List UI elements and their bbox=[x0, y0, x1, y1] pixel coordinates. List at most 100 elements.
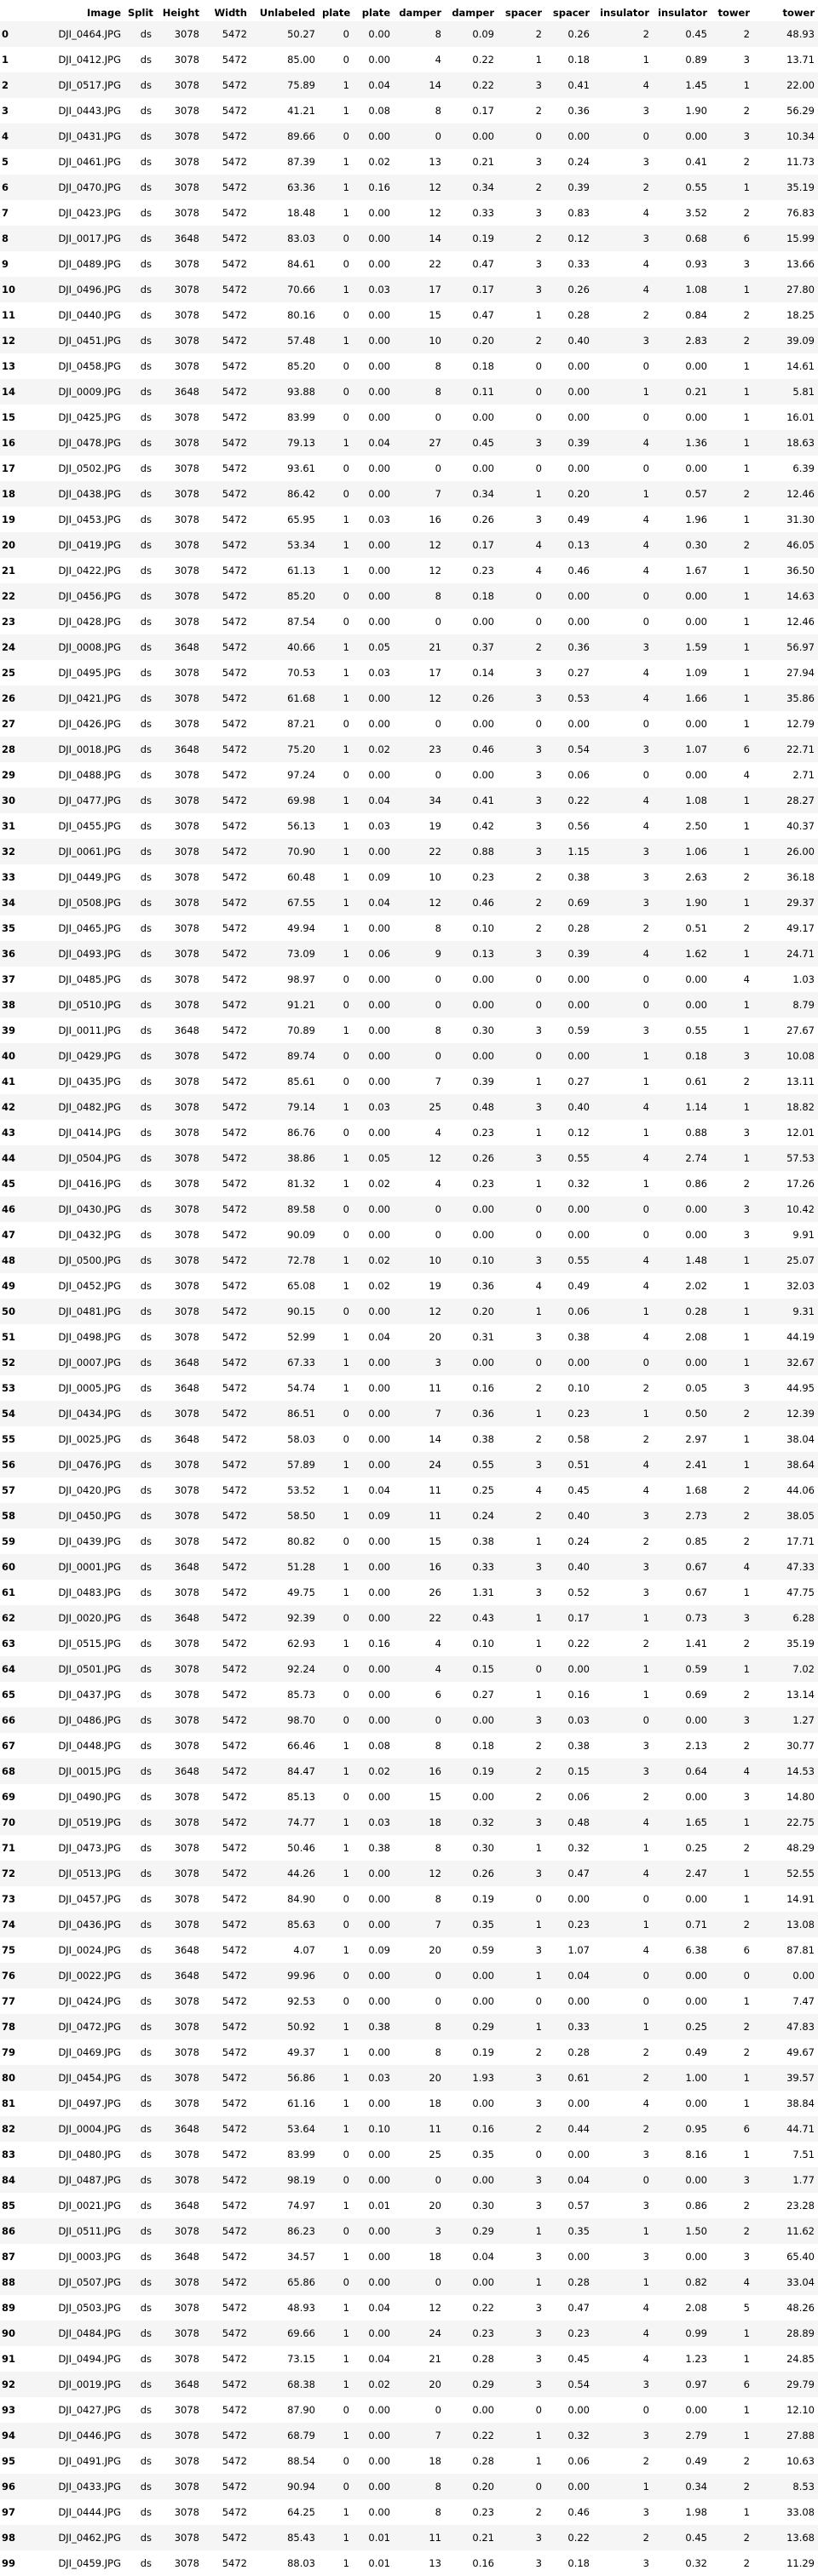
table-cell: ds bbox=[140, 2225, 152, 2237]
table-cell: ds bbox=[140, 897, 152, 909]
table-cell: 1 bbox=[743, 2430, 750, 2441]
table-row: 67 DJI_0448.JPG ds 3078 5472 66.46 1 0.08 8 0.18 2… bbox=[0, 1733, 818, 1758]
table-cell: 0 bbox=[535, 2404, 542, 2416]
table-cell: 0.84 bbox=[685, 309, 707, 321]
table-cell: 0.46 bbox=[567, 2506, 590, 2518]
table-cell: DJI_0431.JPG bbox=[58, 130, 121, 142]
table-cell: 5472 bbox=[222, 335, 247, 347]
table-cell: DJI_0022.JPG bbox=[58, 1970, 121, 1982]
table-cell: 0 bbox=[535, 718, 542, 730]
table-cell: 0.00 bbox=[685, 2404, 707, 2416]
table-cell: DJI_0494.JPG bbox=[58, 2353, 121, 2365]
table-cell: 2.79 bbox=[685, 2430, 707, 2441]
table-cell: 0.55 bbox=[685, 181, 707, 193]
table-cell: 3078 bbox=[174, 1535, 199, 1547]
table-cell: 7.51 bbox=[792, 2149, 815, 2160]
table-cell: 0 bbox=[343, 718, 349, 730]
table-cell: 0.16 bbox=[567, 1689, 590, 1701]
table-cell: 0.00 bbox=[368, 1127, 390, 1139]
table-cell: DJI_0456.JPG bbox=[58, 590, 121, 602]
table-cell: 1 bbox=[743, 1433, 750, 1445]
table-cell: 58.03 bbox=[287, 1433, 315, 1445]
table-cell: 17.26 bbox=[786, 1178, 815, 1190]
table-cell: 3078 bbox=[174, 1459, 199, 1471]
table-cell: 2 bbox=[743, 156, 750, 168]
table-cell: DJI_0426.JPG bbox=[58, 718, 121, 730]
table-cell: 1 bbox=[343, 2251, 349, 2263]
table-cell: 10.34 bbox=[786, 130, 815, 142]
table-cell: 0 bbox=[343, 973, 349, 985]
table-cell: 1.00 bbox=[685, 2072, 707, 2084]
row-index: 90 bbox=[2, 2327, 16, 2339]
table-cell: 4 bbox=[642, 1816, 649, 1828]
table-cell: 3 bbox=[535, 1152, 542, 1164]
table-cell: 4 bbox=[642, 2097, 649, 2109]
table-cell: 1 bbox=[343, 1638, 349, 1649]
table-cell: 2 bbox=[743, 1535, 750, 1547]
table-cell: 1 bbox=[642, 1178, 649, 1190]
column-header: damper bbox=[399, 7, 441, 19]
table-cell: ds bbox=[140, 1765, 152, 1777]
table-cell: 3 bbox=[535, 1816, 542, 1828]
table-cell: 0.03 bbox=[368, 1101, 390, 1113]
table-cell: DJI_0462.JPG bbox=[58, 2532, 121, 2544]
table-cell: 1.62 bbox=[685, 948, 707, 960]
table-cell: 5472 bbox=[222, 743, 247, 755]
table-cell: 0.00 bbox=[368, 616, 390, 628]
table-cell: 3 bbox=[535, 2251, 542, 2263]
table-cell: 5472 bbox=[222, 1919, 247, 1931]
table-cell: DJI_0491.JPG bbox=[58, 2455, 121, 2467]
table-cell: DJI_0503.JPG bbox=[58, 2302, 121, 2314]
table-cell: 3 bbox=[535, 1944, 542, 1956]
table-cell: 24 bbox=[429, 2327, 441, 2339]
table-cell: 11 bbox=[429, 1484, 441, 1496]
table-cell: 3078 bbox=[174, 692, 199, 704]
table-cell: 22 bbox=[429, 846, 441, 858]
table-cell: 1 bbox=[343, 1024, 349, 1036]
table-cell: 0.39 bbox=[472, 1076, 494, 1087]
table-cell: ds bbox=[140, 1816, 152, 1828]
table-cell: 3 bbox=[642, 743, 649, 755]
table-cell: 0.35 bbox=[472, 1919, 494, 1931]
table-cell: 0 bbox=[343, 1893, 349, 1905]
table-cell: ds bbox=[140, 2430, 152, 2441]
table-cell: 4 bbox=[642, 1867, 649, 1879]
table-cell: 4 bbox=[642, 667, 649, 679]
table-cell: 1 bbox=[343, 795, 349, 806]
table-cell: 66.46 bbox=[287, 1740, 315, 1752]
table-cell: 13 bbox=[429, 2557, 441, 2569]
table-cell: 1 bbox=[343, 820, 349, 832]
column-header: Height bbox=[162, 7, 199, 19]
table-cell: 0.08 bbox=[368, 105, 390, 117]
table-row: 71 DJI_0473.JPG ds 3078 5472 50.46 1 0.38 8 0.30 1… bbox=[0, 1835, 818, 1861]
row-index: 16 bbox=[2, 437, 16, 449]
table-cell: 5472 bbox=[222, 2200, 247, 2212]
column-header: Unlabeled bbox=[259, 7, 315, 19]
table-cell: 1 bbox=[343, 539, 349, 551]
table-cell: 0.40 bbox=[567, 1510, 590, 1522]
table-cell: DJI_0424.JPG bbox=[58, 1995, 121, 2007]
table-cell: DJI_0489.JPG bbox=[58, 258, 121, 270]
table-cell: 0.40 bbox=[567, 335, 590, 347]
table-cell: 4 bbox=[435, 1638, 441, 1649]
table-cell: 1 bbox=[343, 743, 349, 755]
table-cell: 2 bbox=[642, 28, 649, 40]
table-cell: 1 bbox=[642, 488, 649, 500]
table-cell: 1 bbox=[343, 2302, 349, 2314]
table-cell: 2 bbox=[743, 2200, 750, 2212]
table-cell: 26 bbox=[429, 1586, 441, 1598]
table-cell: 4 bbox=[435, 54, 441, 66]
table-cell: ds bbox=[140, 105, 152, 117]
table-cell: 4 bbox=[642, 79, 649, 91]
table-cell: 0.23 bbox=[472, 2506, 494, 2518]
table-cell: 14 bbox=[429, 79, 441, 91]
table-cell: 1 bbox=[743, 897, 750, 909]
table-cell: 1 bbox=[642, 54, 649, 66]
row-index: 13 bbox=[2, 360, 16, 372]
row-index: 83 bbox=[2, 2149, 16, 2160]
table-cell: 0.00 bbox=[368, 565, 390, 577]
table-cell: 0.00 bbox=[472, 1357, 494, 1368]
table-cell: ds bbox=[140, 769, 152, 781]
table-row: 99 DJI_0459.JPG ds 3078 5472 88.03 1 0.01 13 0.16… bbox=[0, 2550, 818, 2576]
table-cell: 28.89 bbox=[786, 2327, 815, 2339]
